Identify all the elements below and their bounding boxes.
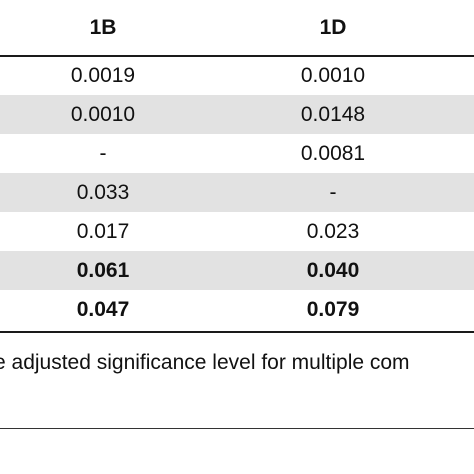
table-row: 0.033 - [0, 173, 474, 212]
cell-1d: 0.040 [306, 259, 360, 282]
cell-1d: 0.0081 [300, 142, 366, 165]
cell-1b: 0.061 [76, 259, 130, 282]
table-row: 0.017 0.023 [0, 212, 474, 251]
column-header-1b: 1B [89, 16, 117, 39]
table-row: 0.061 0.040 [0, 251, 474, 290]
table-row: - 0.0081 [0, 134, 474, 173]
table-row: 0.0010 0.0148 [0, 95, 474, 134]
cell-1b: - [99, 142, 107, 165]
table-row: 0.0019 0.0010 [0, 56, 474, 95]
cell-1b: 0.033 [76, 181, 130, 204]
table-bottom-rule [0, 331, 474, 333]
cell-1b: 0.0019 [70, 64, 136, 87]
header-divider [0, 55, 474, 57]
cell-1b: 0.047 [76, 298, 130, 321]
cell-1d: - [329, 181, 337, 204]
table-header: 1B 1D [0, 3, 474, 53]
column-header-1d: 1D [319, 16, 347, 39]
table-footnote: e adjusted significance level for multip… [0, 351, 410, 374]
cell-1b: 0.017 [76, 220, 130, 243]
cell-1d: 0.0010 [300, 64, 366, 87]
cell-1d: 0.079 [306, 298, 360, 321]
cell-1b: 0.0010 [70, 103, 136, 126]
table-row: 0.047 0.079 [0, 290, 474, 329]
cell-1d: 0.0148 [300, 103, 366, 126]
footnote-divider [0, 428, 474, 429]
cell-1d: 0.023 [306, 220, 360, 243]
